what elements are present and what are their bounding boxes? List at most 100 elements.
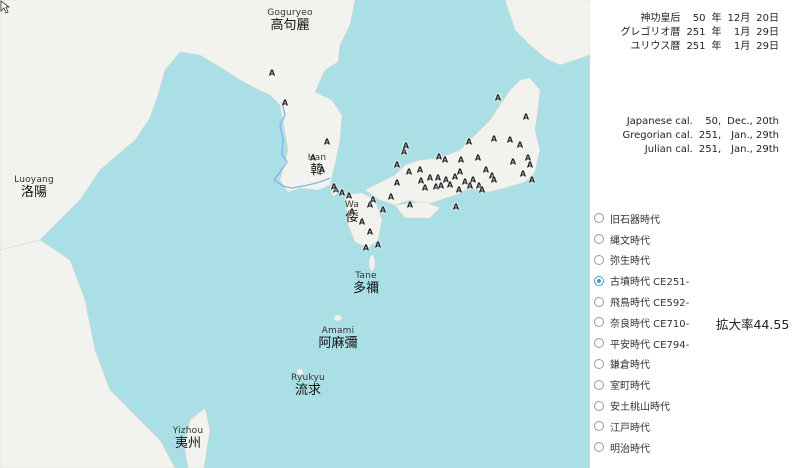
era-option[interactable]: 奈良時代 CE710- <box>594 312 689 333</box>
era-option[interactable]: 平安時代 CE794- <box>594 333 689 354</box>
radio-button[interactable] <box>594 379 604 390</box>
radio-button[interactable] <box>594 358 604 369</box>
site-marker[interactable]: A <box>522 112 530 122</box>
site-marker[interactable]: A <box>442 175 450 185</box>
era-label: 古墳時代 CE251- <box>610 277 690 289</box>
site-marker[interactable]: A <box>374 240 382 250</box>
site-marker[interactable]: A <box>323 137 331 147</box>
era-option[interactable]: 明治時代 <box>594 437 689 458</box>
site-marker[interactable]: A <box>406 200 414 210</box>
site-marker[interactable]: A <box>387 192 395 202</box>
site-marker[interactable]: A <box>309 153 317 163</box>
calendar-month-day: Dec., 20th <box>727 116 779 127</box>
site-marker[interactable]: A <box>516 140 524 150</box>
site-marker[interactable]: A <box>465 137 473 147</box>
site-marker[interactable]: A <box>457 155 465 165</box>
site-marker[interactable]: A <box>490 134 498 144</box>
site-marker[interactable]: A <box>362 243 370 253</box>
site-marker[interactable]: A <box>506 135 514 145</box>
site-marker[interactable]: A <box>402 141 410 151</box>
era-option[interactable]: 旧石器時代 <box>594 208 689 229</box>
site-marker[interactable]: A <box>318 165 326 175</box>
era-option[interactable]: 飛鳥時代 CE592- <box>594 291 689 312</box>
era-option[interactable]: 室町時代 <box>594 374 689 395</box>
site-marker[interactable]: A <box>379 205 387 215</box>
era-option[interactable]: 江戸時代 <box>594 416 689 437</box>
calendar-year: 251 <box>686 41 706 52</box>
site-marker[interactable]: A <box>358 217 366 227</box>
radio-button[interactable] <box>594 234 604 245</box>
site-marker[interactable]: A <box>332 185 340 195</box>
site-marker[interactable]: A <box>475 181 483 191</box>
site-marker[interactable]: A <box>366 200 374 210</box>
site-marker[interactable]: A <box>482 165 490 175</box>
radio-button[interactable] <box>594 317 604 328</box>
site-marker[interactable]: A <box>330 182 338 192</box>
era-option[interactable]: 鎌倉時代 <box>594 354 689 375</box>
site-marker[interactable]: A <box>426 173 434 183</box>
site-marker[interactable]: A <box>441 155 449 165</box>
era-option[interactable]: 弥生時代 <box>594 250 689 271</box>
site-marker[interactable]: A <box>528 175 536 185</box>
era-option[interactable]: 縄文時代 <box>594 229 689 250</box>
site-marker[interactable]: A <box>369 195 377 205</box>
site-marker[interactable]: A <box>519 169 527 179</box>
site-marker[interactable]: A <box>461 177 469 187</box>
site-marker[interactable]: A <box>366 227 374 237</box>
region-label-jp: 洛陽 <box>20 185 48 200</box>
site-marker[interactable]: A <box>268 68 276 78</box>
kyushu-island <box>344 192 383 249</box>
site-marker[interactable]: A <box>348 207 356 217</box>
site-marker[interactable]: A <box>452 202 460 212</box>
site-marker[interactable]: A <box>451 172 459 182</box>
site-marker[interactable]: A <box>432 182 440 192</box>
site-marker[interactable]: A <box>437 181 445 191</box>
site-marker[interactable]: A <box>474 153 482 163</box>
radio-button[interactable] <box>594 338 604 349</box>
region-label-en: Luoyang <box>14 175 54 185</box>
radio-button[interactable] <box>594 400 604 411</box>
site-marker[interactable]: A <box>509 157 517 167</box>
site-marker[interactable]: A <box>400 147 408 157</box>
site-marker[interactable]: A <box>405 167 413 177</box>
calendar-year: 251 <box>686 27 706 38</box>
site-marker[interactable]: A <box>393 178 401 188</box>
hokkaido-island <box>504 0 590 66</box>
site-marker[interactable]: A <box>338 188 346 198</box>
site-marker[interactable]: A <box>494 93 502 103</box>
site-marker[interactable]: A <box>466 181 474 191</box>
region-yizhou: Yizhou 夷州 <box>173 426 204 452</box>
calendar-month: 1月 <box>733 27 751 38</box>
site-marker[interactable]: A <box>526 160 534 170</box>
site-marker[interactable]: A <box>455 185 463 195</box>
site-marker[interactable]: A <box>456 167 464 177</box>
historical-map[interactable]: Goguryeo 高句麗 Luoyang 洛陽 Han 韓 Wa 倭 Tane … <box>0 0 590 468</box>
site-marker[interactable]: A <box>478 185 486 195</box>
site-marker[interactable]: A <box>281 98 289 108</box>
site-marker[interactable]: A <box>524 153 532 163</box>
site-marker[interactable]: A <box>488 171 496 181</box>
site-marker[interactable]: A <box>435 152 443 162</box>
calendar-year-unit: 年 <box>711 13 722 24</box>
site-marker[interactable]: A <box>345 191 353 201</box>
site-marker[interactable]: A <box>421 183 429 193</box>
region-label-en: Han <box>307 153 327 163</box>
site-marker[interactable]: A <box>417 176 425 186</box>
era-option[interactable]: 古墳時代 CE251- <box>594 270 689 291</box>
map-land <box>0 0 590 468</box>
site-marker[interactable]: A <box>490 175 498 185</box>
radio-button[interactable] <box>594 275 604 286</box>
site-marker[interactable]: A <box>393 160 401 170</box>
site-marker[interactable]: A <box>434 173 442 183</box>
site-marker[interactable]: A <box>469 175 477 185</box>
calendar-month-day: Jan., 29th <box>731 130 779 141</box>
radio-button[interactable] <box>594 296 604 307</box>
radio-button[interactable] <box>594 254 604 265</box>
site-marker[interactable]: A <box>416 165 424 175</box>
era-option[interactable]: 安土桃山時代 <box>594 395 689 416</box>
radio-button[interactable] <box>594 421 604 432</box>
site-marker[interactable]: A <box>446 180 454 190</box>
radio-button[interactable] <box>594 442 604 453</box>
radio-button[interactable] <box>594 213 604 224</box>
zoom-level-label: 拡大率44.55 <box>716 317 790 332</box>
